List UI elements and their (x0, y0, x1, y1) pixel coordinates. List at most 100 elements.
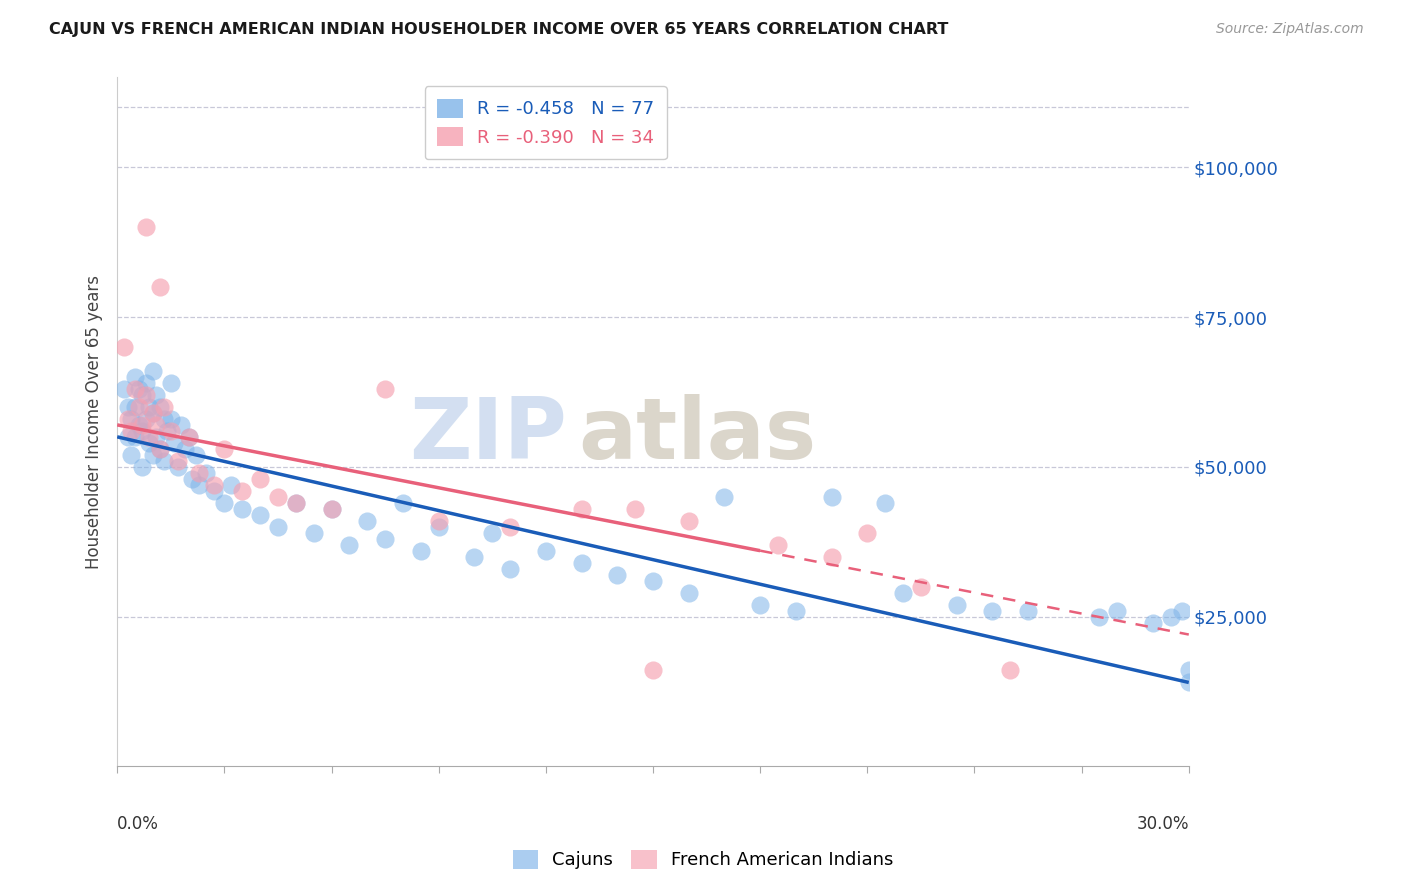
Point (321, 501, 343, 516)
Point (856, 525, 879, 540)
Point (1088, 609, 1111, 624)
Point (135, 376, 157, 390)
Point (138, 435, 160, 450)
Point (202, 483, 225, 498)
Point (124, 430, 146, 444)
Point (117, 412, 139, 426)
Text: Source: ZipAtlas.com: Source: ZipAtlas.com (1216, 22, 1364, 37)
Point (1178, 675, 1201, 690)
Point (128, 382, 150, 396)
Point (1142, 615, 1164, 630)
Point (124, 382, 146, 396)
Point (142, 406, 165, 420)
Point (138, 400, 160, 414)
Point (427, 514, 450, 528)
Point (374, 532, 396, 546)
Point (149, 400, 172, 414)
Point (1160, 609, 1182, 624)
Point (177, 430, 200, 444)
Point (170, 417, 193, 432)
Point (195, 466, 218, 480)
Point (177, 430, 200, 444)
Point (128, 400, 150, 414)
Point (606, 567, 628, 582)
Point (131, 388, 153, 402)
Point (138, 430, 160, 444)
Point (374, 382, 396, 396)
Point (145, 430, 167, 444)
Point (131, 417, 153, 432)
Point (463, 549, 485, 564)
Point (678, 585, 700, 599)
Point (1107, 604, 1129, 618)
Point (231, 501, 253, 516)
Y-axis label: Householder Income Over 65 years: Householder Income Over 65 years (86, 275, 103, 569)
Point (624, 501, 647, 516)
Point (142, 406, 165, 420)
Point (534, 543, 557, 558)
Point (427, 519, 450, 533)
Point (891, 585, 914, 599)
Point (214, 496, 236, 510)
Point (112, 340, 135, 354)
Point (945, 598, 967, 612)
Point (121, 412, 143, 426)
Point (152, 400, 174, 414)
Point (249, 472, 271, 486)
Point (135, 412, 157, 426)
Point (875, 496, 897, 510)
Point (202, 477, 225, 491)
Point (231, 483, 253, 498)
Point (188, 477, 211, 491)
Text: CAJUN VS FRENCH AMERICAN INDIAN HOUSEHOLDER INCOME OVER 65 YEARS CORRELATION CHA: CAJUN VS FRENCH AMERICAN INDIAN HOUSEHOL… (49, 22, 949, 37)
Point (124, 400, 146, 414)
Point (641, 664, 664, 678)
Point (131, 424, 153, 438)
Text: atlas: atlas (578, 394, 817, 477)
Point (820, 549, 842, 564)
Point (142, 364, 165, 378)
Point (142, 448, 165, 462)
Point (571, 556, 593, 570)
Point (117, 430, 139, 444)
Point (188, 466, 211, 480)
Point (214, 442, 236, 456)
Point (284, 496, 307, 510)
Point (184, 448, 207, 462)
Point (145, 388, 167, 402)
Point (159, 424, 181, 438)
Point (156, 424, 179, 438)
Point (749, 598, 772, 612)
Point (267, 519, 290, 533)
Legend: R = -0.458   N = 77, R = -0.390   N = 34: R = -0.458 N = 77, R = -0.390 N = 34 (425, 87, 666, 160)
Point (1178, 664, 1201, 678)
Point (121, 424, 143, 438)
Text: 30.0%: 30.0% (1136, 814, 1189, 832)
Point (131, 459, 153, 474)
Point (409, 543, 432, 558)
Point (337, 538, 360, 552)
Point (159, 412, 181, 426)
Point (785, 604, 807, 618)
Point (167, 459, 190, 474)
Point (167, 454, 190, 468)
Point (135, 388, 157, 402)
Point (152, 412, 174, 426)
Point (356, 514, 378, 528)
Point (981, 604, 1004, 618)
Point (302, 525, 325, 540)
Point (267, 490, 290, 504)
Point (159, 376, 181, 390)
Point (149, 280, 172, 294)
Point (124, 370, 146, 384)
Point (128, 417, 150, 432)
Legend: Cajuns, French American Indians: Cajuns, French American Indians (503, 841, 903, 879)
Point (766, 538, 789, 552)
Point (249, 508, 271, 522)
Point (149, 442, 172, 456)
Point (678, 514, 700, 528)
Point (135, 220, 157, 235)
Point (152, 454, 174, 468)
Point (112, 382, 135, 396)
Point (145, 417, 167, 432)
